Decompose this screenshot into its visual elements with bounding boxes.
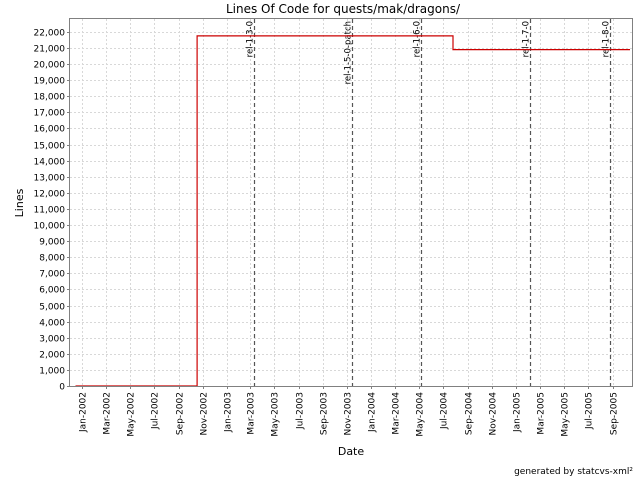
- x-tick-label: May-2002: [127, 392, 137, 437]
- y-tick-label: 16,000: [34, 125, 66, 135]
- x-tick-label: Jan-2003: [224, 392, 234, 433]
- y-tick-label: 11,000: [34, 206, 66, 216]
- y-tick-label: 17,000: [34, 109, 66, 119]
- grid-lines: [70, 19, 632, 386]
- x-tick-label: May-2004: [416, 392, 426, 437]
- release-marker-label: rel-1-5-0-patch: [344, 21, 354, 84]
- y-tick-label: 22,000: [34, 29, 66, 39]
- y-tick-label: 9,000: [39, 238, 65, 248]
- x-tick-label: Nov-2004: [489, 392, 499, 436]
- y-tick-label: 6,000: [39, 286, 65, 296]
- y-tick-label: 7,000: [39, 270, 65, 280]
- x-tick-label: Jan-2004: [368, 392, 378, 433]
- x-tick-label: Jan-2002: [79, 392, 89, 433]
- y-axis-ticks: 0 1,000 2,000 3,000 4,000 5,000 6,000 7,000 8,00…: [34, 29, 70, 393]
- x-tick-label: Jul-2002: [151, 392, 161, 430]
- x-tick-label: Jul-2005: [585, 392, 595, 430]
- x-axis-title: Date: [338, 445, 365, 458]
- x-tick-label: Nov-2003: [344, 392, 354, 435]
- release-marker-label: rel-1-6-0: [413, 21, 423, 57]
- x-tick-label: Mar-2005: [537, 392, 547, 435]
- y-tick-label: 21,000: [34, 45, 66, 55]
- y-tick-label: 5,000: [39, 303, 65, 313]
- generated-by-footer: generated by statcvs-xml²: [514, 467, 633, 477]
- x-tick-label: Mar-2003: [247, 392, 257, 435]
- plot-border: [69, 18, 633, 387]
- y-tick-label: 4,000: [39, 319, 65, 329]
- chart-title: Lines Of Code for quests/mak/dragons/: [226, 2, 461, 16]
- x-tick-label: Jan-2005: [513, 392, 523, 433]
- y-tick-label: 3,000: [39, 335, 65, 345]
- release-marker-label: rel-1-7-0: [522, 21, 532, 57]
- x-tick-label: Jul-2004: [440, 392, 450, 430]
- y-tick-label: 18,000: [34, 93, 66, 103]
- y-tick-label: 14,000: [34, 158, 66, 168]
- y-axis-title: Lines: [13, 188, 26, 217]
- y-tick-label: 0: [59, 383, 65, 393]
- y-tick-label: 13,000: [34, 174, 66, 184]
- y-tick-label: 8,000: [39, 254, 65, 264]
- y-tick-label: 2,000: [39, 351, 65, 361]
- x-tick-label: Sep-2002: [176, 392, 186, 435]
- x-tick-label: Sep-2004: [465, 392, 475, 435]
- y-tick-label: 20,000: [34, 61, 66, 71]
- release-marker-label: rel-1-8-0: [602, 21, 612, 57]
- y-tick-label: 1,000: [39, 367, 65, 377]
- y-tick-label: 15,000: [34, 142, 66, 152]
- x-tick-label: Sep-2005: [610, 392, 620, 435]
- y-tick-label: 12,000: [34, 190, 66, 200]
- x-tick-label: Jul-2003: [296, 392, 306, 430]
- x-tick-label: Nov-2002: [200, 392, 210, 435]
- x-axis-ticks: Jan-2002 Mar-2002 May-2002 Jul-2002 Sep-2002…: [79, 386, 620, 437]
- x-tick-label: May-2005: [561, 392, 571, 437]
- release-marker-label: rel-1-3-0: [246, 21, 256, 57]
- x-tick-label: Mar-2002: [103, 392, 113, 435]
- y-tick-label: 10,000: [34, 222, 66, 232]
- x-tick-label: Mar-2004: [392, 392, 402, 435]
- x-tick-label: May-2003: [271, 392, 281, 437]
- y-tick-label: 19,000: [34, 77, 66, 87]
- release-markers: rel-1-3-0 rel-1-5-0-patch rel-1-6-0 rel-1-7…: [246, 19, 612, 386]
- x-tick-label: Sep-2003: [320, 392, 330, 435]
